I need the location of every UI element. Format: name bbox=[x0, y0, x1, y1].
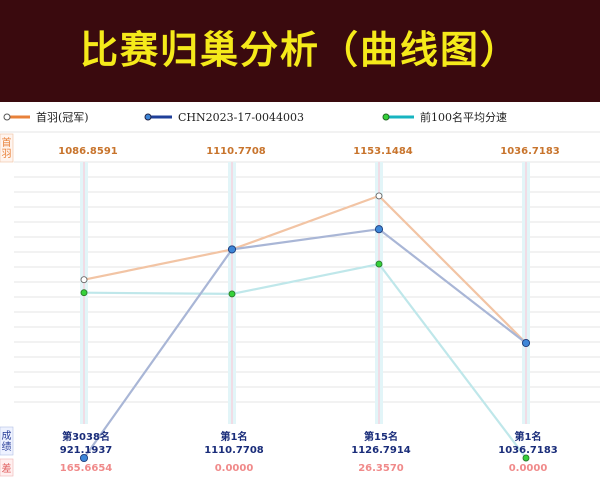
side-label-first: 首羽 bbox=[2, 136, 12, 160]
value-labels: 1086.8591 1110.7708 1153.1484 1036.7183 第303… bbox=[58, 146, 560, 474]
score-label-3: 1126.7914 bbox=[351, 445, 411, 456]
series-point-3-3 bbox=[375, 260, 383, 268]
page-title: 比赛归巢分析（曲线图） bbox=[79, 28, 520, 72]
rank-label-2: 第1名 bbox=[221, 430, 248, 443]
side-label-box-first bbox=[0, 133, 14, 163]
rank-label-3: 第15名 bbox=[364, 430, 398, 443]
series-point-2-1 bbox=[79, 453, 89, 463]
side-label-gap: 差 bbox=[2, 462, 12, 475]
gap-label-4: 0.0000 bbox=[509, 463, 548, 474]
series-point-3-2 bbox=[228, 290, 236, 298]
top-value-label-1: 1086.8591 bbox=[58, 146, 118, 157]
legend-label-first: 首羽(冠军) bbox=[36, 110, 89, 124]
legend: 首羽(冠军) CHN2023-17-0044003 前100名平均分速 bbox=[3, 110, 507, 124]
series-line-2 bbox=[83, 228, 527, 459]
gap-label-3: 26.3570 bbox=[358, 463, 404, 474]
side-label-box-score bbox=[0, 426, 14, 456]
legend-label-average: 前100名平均分速 bbox=[420, 110, 507, 124]
legend-label-bird: CHN2023-17-0044003 bbox=[178, 111, 304, 124]
legend-item-bird[interactable]: CHN2023-17-0044003 bbox=[144, 111, 304, 124]
series-point-2-4 bbox=[521, 338, 531, 348]
series-point-3-1 bbox=[80, 289, 88, 297]
rank-label-4: 第1名 bbox=[515, 430, 542, 443]
series-point-2-3 bbox=[374, 225, 384, 234]
series-point-1-3 bbox=[375, 192, 383, 200]
series-line-1 bbox=[83, 194, 527, 344]
side-label-score: 成绩 bbox=[2, 430, 12, 453]
race-line-chart: 首羽(冠军) CHN2023-17-0044003 前100名平均分速 首羽 成… bbox=[0, 110, 600, 477]
series-point-2-2 bbox=[227, 245, 237, 254]
series-point-1-1 bbox=[80, 276, 88, 284]
series-point-3-4 bbox=[522, 454, 530, 462]
title-banner: 比赛归巢分析（曲线图） bbox=[0, 0, 600, 102]
series-line-3 bbox=[83, 263, 527, 459]
score-label-2: 1110.7708 bbox=[204, 445, 264, 456]
top-value-label-2: 1110.7708 bbox=[206, 146, 266, 157]
side-label-box-gap bbox=[0, 458, 14, 477]
score-label-1: 921.1937 bbox=[60, 445, 113, 456]
score-label-4: 1036.7183 bbox=[498, 445, 558, 456]
top-value-label-3: 1153.1484 bbox=[353, 146, 413, 157]
legend-item-first[interactable]: 首羽(冠军) bbox=[3, 110, 89, 124]
gap-label-2: 0.0000 bbox=[215, 463, 254, 474]
legend-item-average[interactable]: 前100名平均分速 bbox=[382, 110, 507, 124]
series-lines bbox=[83, 194, 527, 459]
top-value-label-4: 1036.7183 bbox=[500, 146, 560, 157]
grid bbox=[14, 161, 600, 403]
gap-label-1: 165.6654 bbox=[60, 463, 113, 474]
series-points bbox=[79, 192, 531, 463]
rank-label-1: 第3038名 bbox=[62, 430, 110, 443]
